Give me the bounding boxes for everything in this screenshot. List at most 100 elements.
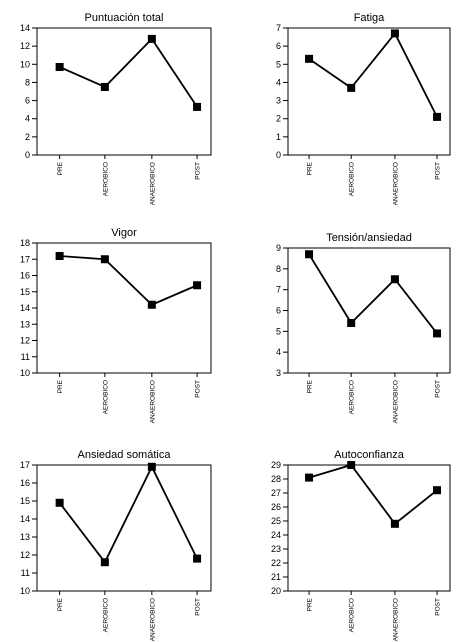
y-tick-label: 7 — [276, 285, 281, 295]
y-tick-label: 28 — [271, 474, 281, 484]
data-point — [347, 83, 356, 92]
y-tick-label: 3 — [276, 96, 281, 106]
data-point — [390, 519, 399, 528]
x-tick-label: AEROBICO — [102, 380, 109, 414]
y-tick-label: 27 — [271, 488, 281, 498]
x-tick-label: POST — [195, 162, 202, 180]
y-tick-label: 12 — [20, 336, 30, 346]
x-tick-label: AEROBICO — [349, 380, 356, 414]
y-tick-label: 17 — [20, 460, 30, 470]
chart-title: Vigor — [111, 227, 137, 239]
data-point — [433, 329, 442, 338]
y-tick-label: 22 — [271, 558, 281, 568]
y-tick-label: 12 — [20, 550, 30, 560]
data-point — [147, 300, 156, 309]
y-tick-label: 17 — [20, 254, 30, 264]
data-point — [55, 498, 64, 507]
series-line — [59, 37, 198, 108]
chart-panel-6: Autoconfianza 20 21 22 23 24 25 26 27 28 29 PRE AERO… — [271, 449, 451, 641]
y-tick-label: 4 — [276, 347, 281, 357]
x-tick-label: PRE — [307, 597, 314, 611]
series-line — [58, 465, 198, 564]
chart-title: Autoconfianza — [334, 449, 405, 461]
data-point — [193, 102, 202, 111]
y-tick-label: 10 — [20, 368, 30, 378]
y-tick-label: 4 — [25, 114, 30, 124]
y-tick-label: 14 — [20, 514, 30, 524]
plot-frame — [36, 242, 212, 374]
x-tick-label: AEROBICO — [349, 598, 356, 632]
y-tick-label: 16 — [20, 271, 30, 281]
y-tick-label: 2 — [25, 132, 30, 142]
x-tick-label: ANAEROBICO — [149, 162, 156, 205]
chart-title: Ansiedad somática — [78, 449, 172, 461]
y-tick-label: 6 — [276, 41, 281, 51]
y-tick-label: 11 — [21, 568, 30, 578]
y-tick-label: 15 — [20, 496, 30, 506]
data-point — [100, 255, 109, 264]
x-tick-label: AEROBICO — [349, 162, 356, 196]
y-tick-label: 5 — [276, 326, 281, 336]
x-tick-label: AEROBICO — [102, 598, 109, 632]
y-tick-label: 16 — [20, 478, 30, 488]
data-point — [347, 319, 356, 327]
y-tick-label: 7 — [276, 23, 281, 33]
y-tick-label: 24 — [271, 530, 281, 540]
x-tick-label: POST — [435, 162, 442, 180]
y-tick-label: 13 — [20, 319, 30, 329]
y-tick-label: 2 — [276, 114, 281, 124]
chart-panel-1: Puntuación total 0 2 4 6 8 10 12 14 PRE AEROBICO AN… — [20, 12, 212, 205]
y-tick-label: 6 — [25, 96, 30, 106]
data-point — [347, 461, 356, 469]
x-tick-label: ANAEROBICO — [392, 598, 399, 641]
x-tick-label: PRE — [57, 379, 64, 393]
plot-frame — [287, 247, 451, 374]
x-tick-label: PRE — [307, 379, 314, 393]
data-point — [433, 112, 442, 121]
y-tick-label: 14 — [20, 303, 30, 313]
chart-panel-4: Tensión/ansiedad 3 4 5 6 7 8 9 PRE AEROBICO ANAERO… — [276, 232, 451, 423]
data-point — [433, 486, 442, 495]
y-tick-label: 8 — [276, 264, 281, 274]
data-point — [55, 63, 64, 72]
x-tick-label: PRE — [57, 597, 64, 611]
y-tick-label: 9 — [276, 243, 281, 253]
y-tick-label: 6 — [276, 306, 281, 316]
data-point — [390, 29, 399, 38]
y-tick-label: 26 — [271, 502, 281, 512]
x-tick-label: ANAEROBICO — [149, 380, 156, 423]
plot-frame — [287, 464, 451, 592]
data-point — [193, 281, 202, 290]
chart-title: Tensión/ansiedad — [326, 232, 412, 244]
series-line — [59, 255, 198, 306]
y-tick-label: 4 — [276, 77, 281, 87]
y-tick-label: 8 — [25, 77, 30, 87]
y-tick-label: 20 — [271, 586, 281, 596]
x-tick-label: POST — [435, 380, 442, 398]
y-tick-label: 0 — [25, 150, 30, 160]
x-tick-label: AEROBICO — [102, 162, 109, 196]
plot-frame — [36, 464, 212, 592]
y-tick-label: 1 — [276, 132, 281, 142]
x-tick-label: ANAEROBICO — [392, 380, 399, 423]
y-tick-label: 3 — [276, 368, 281, 378]
y-tick-label: 29 — [271, 460, 281, 470]
data-point — [55, 252, 64, 260]
y-tick-label: 25 — [271, 516, 281, 526]
x-tick-label: PRE — [307, 161, 314, 175]
data-point — [390, 275, 399, 284]
data-point — [147, 34, 156, 43]
y-tick-label: 18 — [20, 238, 30, 248]
data-point — [100, 82, 109, 91]
data-point — [305, 250, 314, 259]
y-tick-label: 23 — [271, 544, 281, 554]
x-tick-label: ANAEROBICO — [149, 598, 156, 641]
x-tick-label: POST — [195, 598, 202, 616]
series-line — [308, 464, 438, 525]
y-tick-label: 10 — [20, 586, 30, 596]
data-point — [305, 473, 314, 482]
data-point — [193, 554, 202, 563]
chart-panel-5: Ansiedad somática 10 11 12 13 14 15 16 17 PRE AERO… — [20, 449, 212, 641]
chart-title: Puntuación total — [85, 12, 164, 24]
x-tick-label: POST — [195, 380, 202, 398]
